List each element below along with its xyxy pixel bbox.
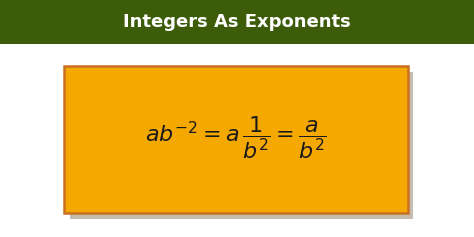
Text: $ab^{-2} = a\,\dfrac{1}{b^2} = \dfrac{a}{b^2}$: $ab^{-2} = a\,\dfrac{1}{b^2} = \dfrac{a}…: [145, 114, 327, 161]
Bar: [70, 72, 413, 219]
Bar: [64, 66, 408, 213]
Bar: [0, 0, 474, 44]
Text: Integers As Exponents: Integers As Exponents: [123, 13, 351, 31]
